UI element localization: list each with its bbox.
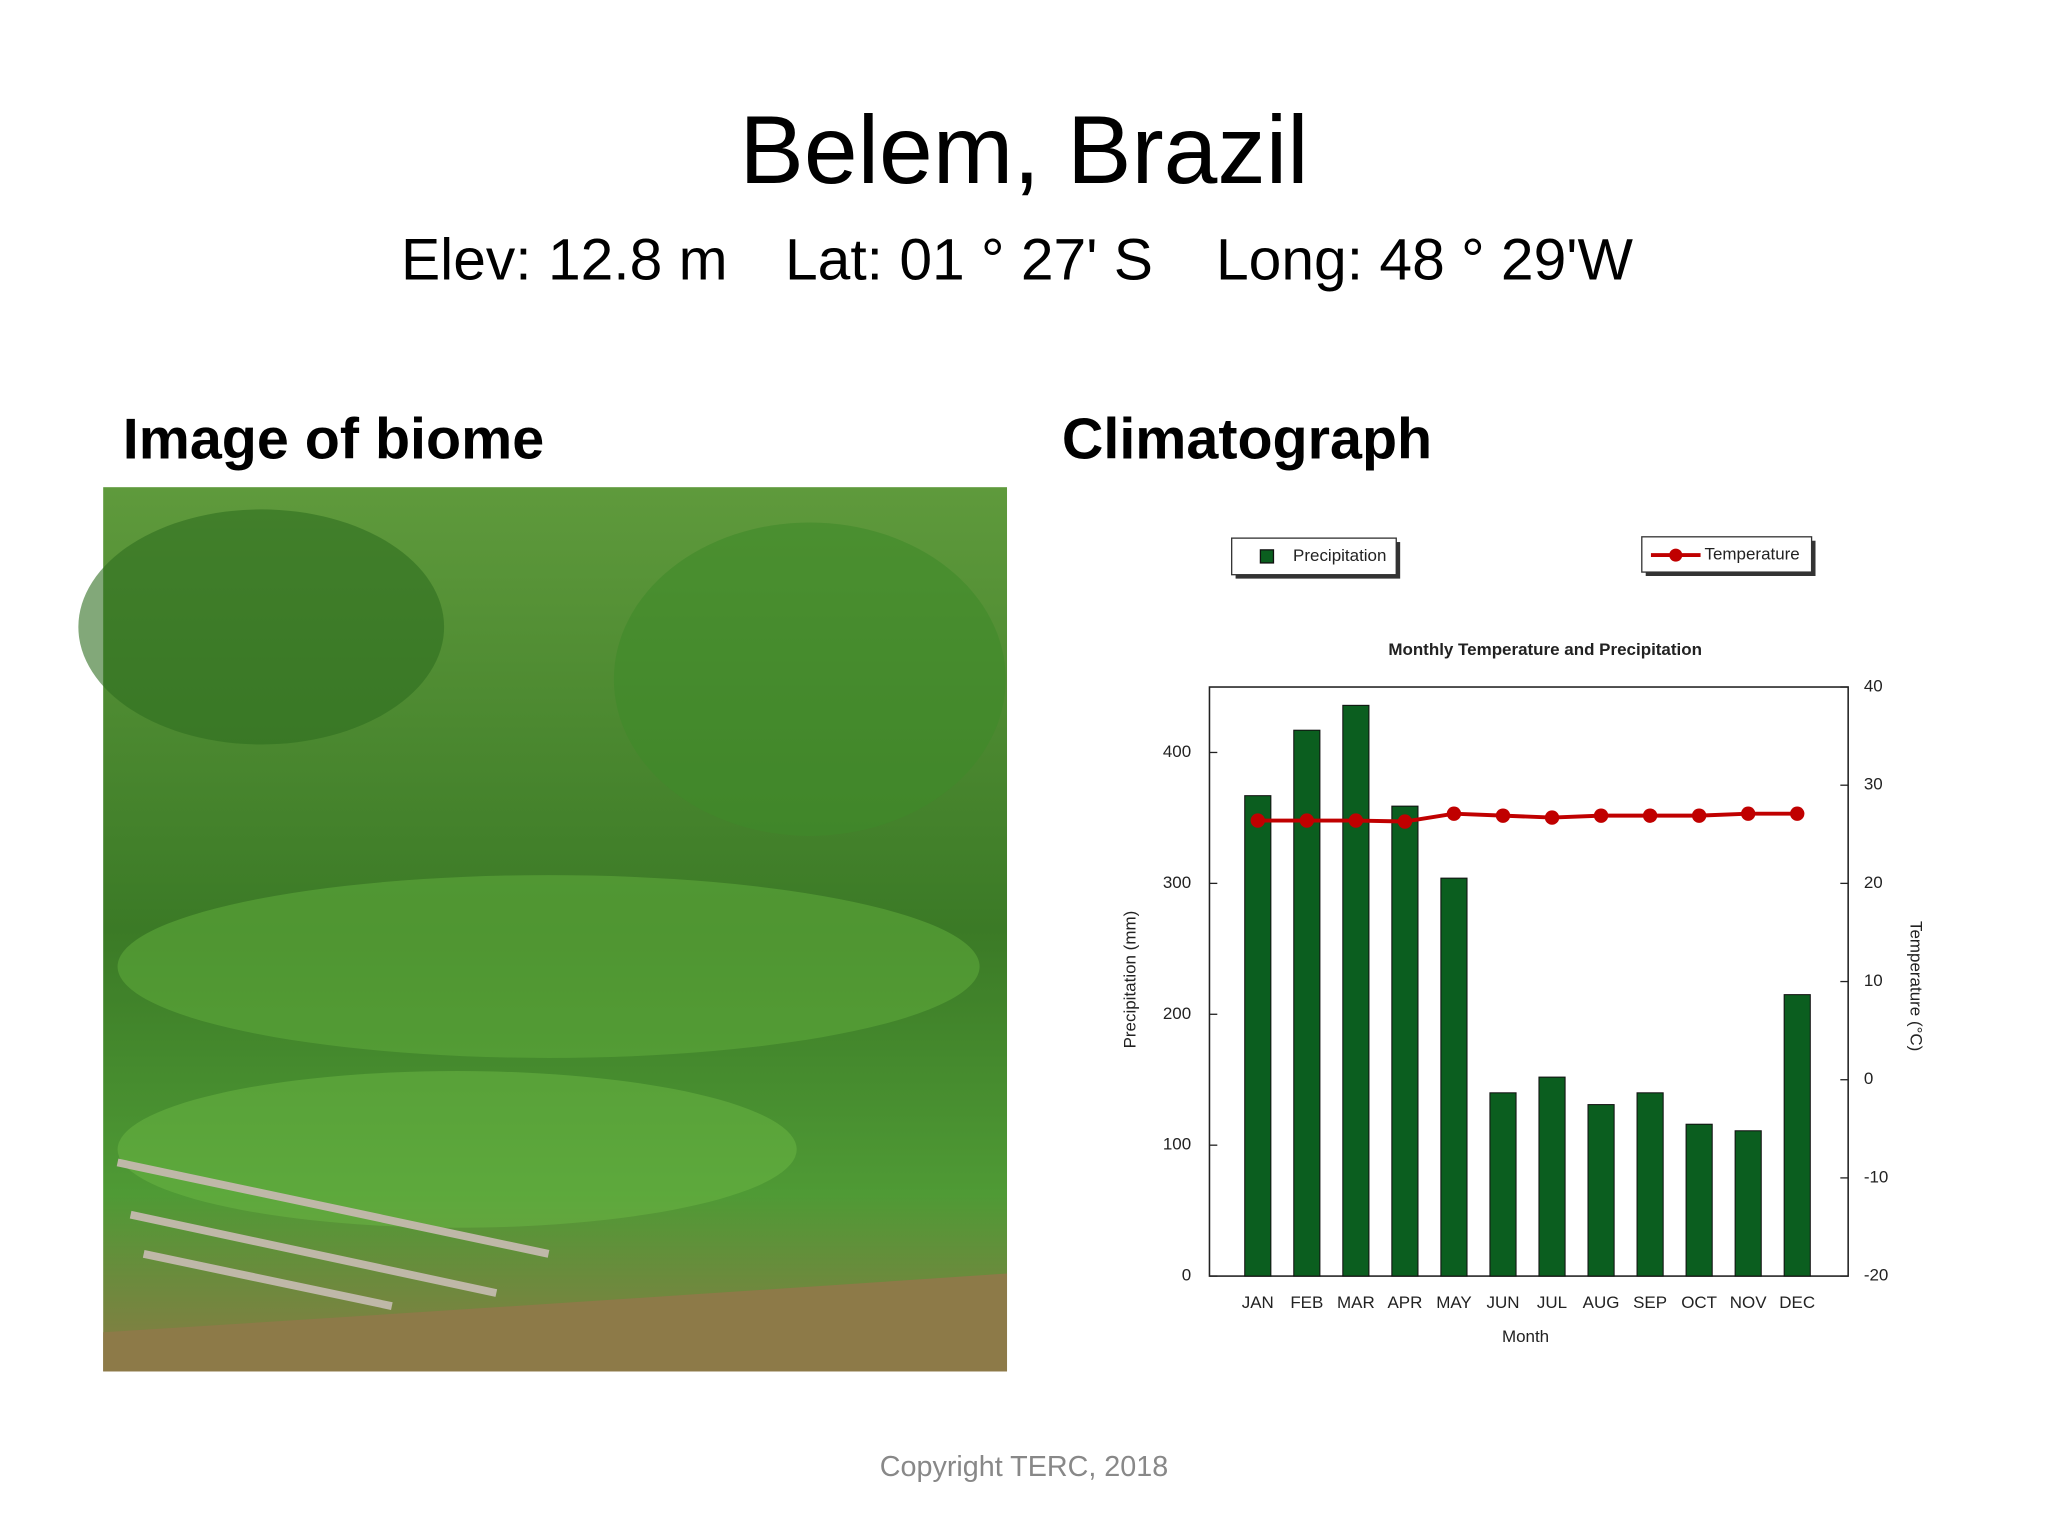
y2-tick-label: -20 [1864, 1266, 1889, 1285]
legend-swatch [1259, 549, 1275, 564]
y2-tick-label: 10 [1864, 971, 1883, 990]
x-tick-label: MAY [1436, 1293, 1472, 1312]
bar [1489, 1092, 1517, 1277]
temperature-point [1446, 806, 1462, 821]
bar [1440, 877, 1468, 1277]
y-tick-label: 400 [1163, 742, 1191, 761]
y-tick-label: 0 [1182, 1266, 1191, 1285]
legend-label: Temperature [1704, 545, 1799, 564]
temperature-point [1741, 806, 1756, 821]
bar [1342, 704, 1370, 1277]
temperature-point [1544, 810, 1560, 825]
subtitle: Long: 48 ° 29'W [1216, 228, 1633, 293]
temperature-point [1790, 806, 1805, 821]
y-tick-label: 200 [1163, 1004, 1191, 1023]
x-axis-label: Month [1502, 1327, 1549, 1346]
y-tick-label: 300 [1163, 873, 1191, 892]
x-tick-label: OCT [1681, 1293, 1717, 1312]
bar [1734, 1130, 1762, 1277]
temperature-point [1299, 813, 1315, 828]
x-tick-label: APR [1387, 1293, 1422, 1312]
chart-title: Monthly Temperature and Precipitation [1388, 640, 1702, 659]
subtitle: Elev: 12.8 m [401, 228, 728, 293]
y2-tick-label: 30 [1864, 775, 1883, 794]
legend-label: Precipitation [1293, 546, 1386, 565]
biome-image [78, 487, 1008, 1372]
y-tick-label: 100 [1163, 1135, 1191, 1154]
x-tick-label: SEP [1633, 1293, 1667, 1312]
x-tick-label: MAR [1337, 1293, 1375, 1312]
temperature-point [1593, 808, 1609, 823]
temperature-point [1348, 813, 1364, 828]
section-heading: Climatograph [1062, 407, 1432, 471]
bar [1391, 805, 1419, 1277]
x-tick-label: NOV [1730, 1293, 1767, 1312]
copyright: Copyright TERC, 2018 [880, 1451, 1168, 1483]
y2-tick-label: 40 [1864, 677, 1883, 696]
y2-axis-label: Temperature (°C) [1906, 921, 1925, 1051]
bar [1783, 994, 1811, 1277]
bar [1293, 729, 1321, 1277]
bar [1636, 1092, 1664, 1277]
x-tick-label: FEB [1290, 1293, 1323, 1312]
temperature-point [1495, 808, 1511, 823]
temperature-point [1691, 808, 1707, 823]
y2-tick-label: 20 [1864, 873, 1883, 892]
subtitle: Lat: 01 ° 27' S [785, 228, 1153, 293]
y-axis-label: Precipitation (mm) [1121, 911, 1140, 1049]
title: Belem, Brazil [739, 97, 1308, 204]
y2-tick-label: -10 [1864, 1167, 1889, 1186]
temperature-point [1642, 808, 1658, 823]
x-tick-label: DEC [1779, 1293, 1815, 1312]
temperature-point [1397, 814, 1413, 829]
bar [1685, 1123, 1713, 1277]
section-heading: Image of biome [123, 407, 544, 471]
x-tick-label: AUG [1583, 1293, 1620, 1312]
x-tick-label: JUL [1537, 1293, 1567, 1312]
x-tick-label: JAN [1242, 1293, 1274, 1312]
legend-swatch [1669, 548, 1683, 562]
bar [1587, 1104, 1615, 1277]
y2-tick-label: 0 [1864, 1069, 1873, 1088]
temperature-point [1250, 813, 1265, 828]
bar [1244, 795, 1272, 1277]
temperature-line [1257, 811, 1798, 824]
chart: Monthly Temperature and Precipitation 0 10… [1121, 545, 1926, 1346]
bar [1538, 1076, 1566, 1277]
x-tick-label: JUN [1486, 1293, 1519, 1312]
